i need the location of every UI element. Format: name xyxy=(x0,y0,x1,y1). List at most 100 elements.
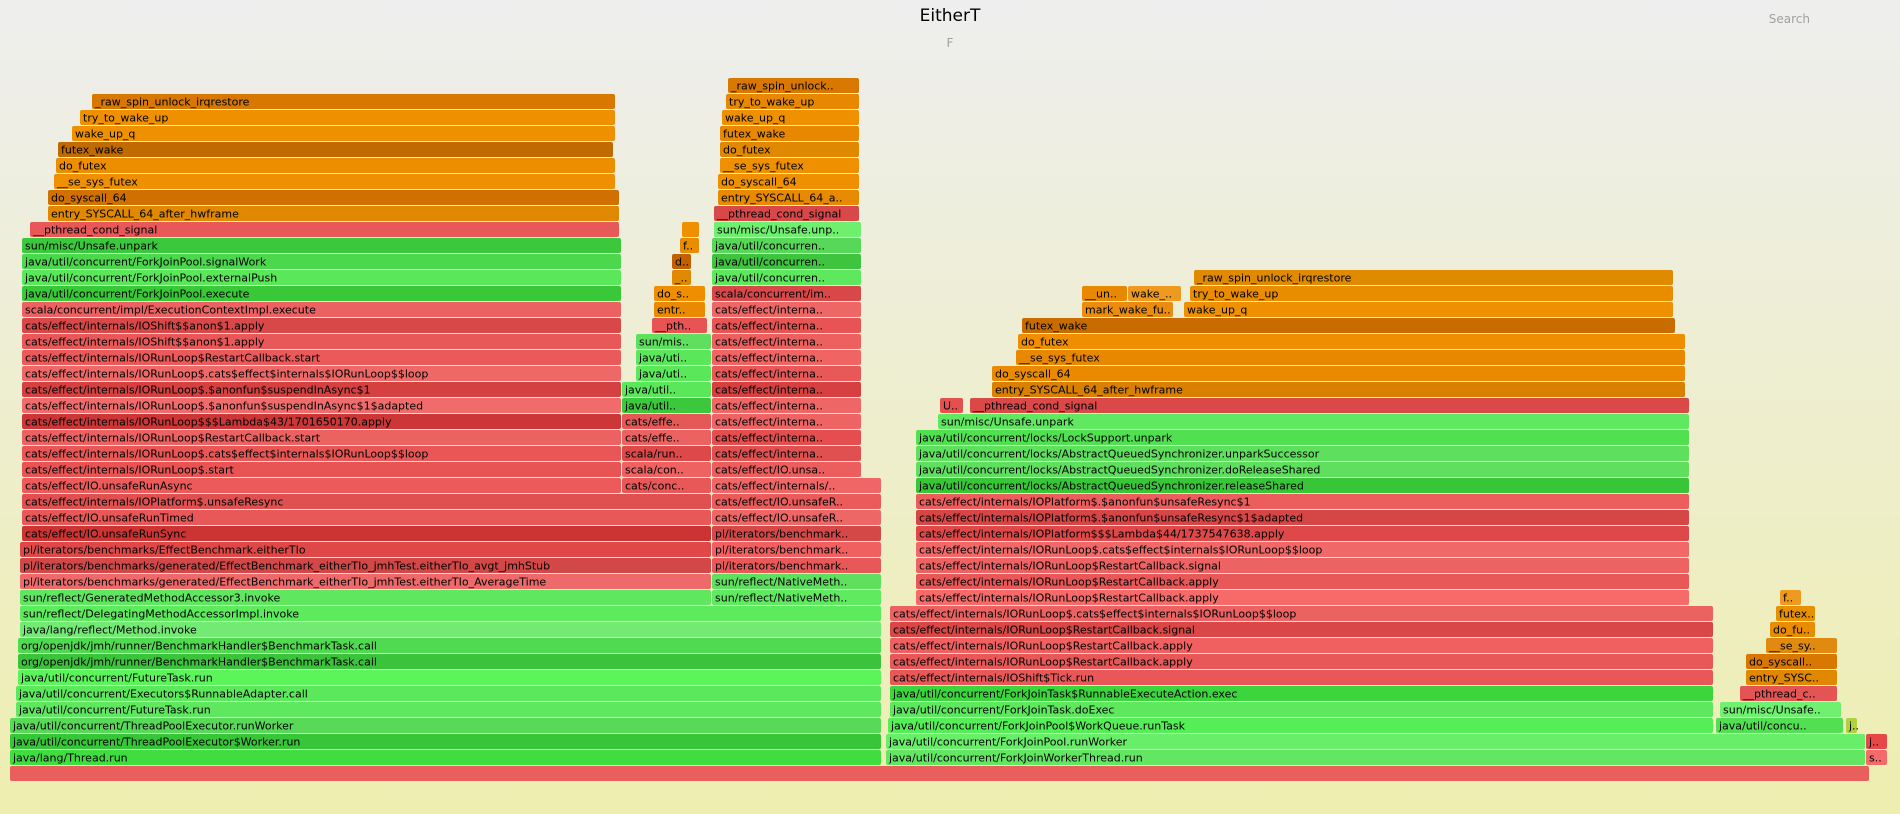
frame[interactable]: java/util/concu.. xyxy=(1716,718,1843,733)
frame-rect[interactable] xyxy=(712,462,861,477)
frame[interactable] xyxy=(682,222,699,237)
frame-rect[interactable] xyxy=(10,718,881,733)
frame[interactable]: cats/effect/interna.. xyxy=(712,382,861,397)
frame[interactable]: entry_SYSCALL_64_after_hwframe xyxy=(992,382,1685,397)
frame[interactable]: cats/effect/IO.unsafeR.. xyxy=(712,510,881,525)
frame[interactable]: try_to_wake_up xyxy=(726,94,859,109)
frame[interactable]: wake_up_q xyxy=(1184,302,1673,317)
frame-rect[interactable] xyxy=(22,398,621,413)
frame-rect[interactable] xyxy=(48,190,619,205)
frame[interactable]: sun/misc/Unsafe.unp.. xyxy=(714,222,861,237)
frame-rect[interactable] xyxy=(22,446,621,461)
frame-rect[interactable] xyxy=(916,558,1689,573)
frame-rect[interactable] xyxy=(712,238,861,253)
frame-rect[interactable] xyxy=(714,222,861,237)
frame[interactable]: scala/run.. xyxy=(622,446,711,461)
frame-rect[interactable] xyxy=(1846,718,1857,733)
frame-rect[interactable] xyxy=(720,158,859,173)
frame[interactable]: java/util/concurrent/ForkJoinPool.runWor… xyxy=(886,734,1865,749)
frame[interactable]: java/util/concurrent/ForkJoinPool$WorkQu… xyxy=(888,718,1713,733)
frame-rect[interactable] xyxy=(1194,270,1673,285)
frame[interactable]: _raw_spin_unlock.. xyxy=(728,78,859,93)
frame[interactable]: sun/reflect/GeneratedMethodAccessor3.inv… xyxy=(20,590,711,605)
frame[interactable]: pl/iterators/benchmark.. xyxy=(712,558,881,573)
frame[interactable]: java/util/concurrent/locks/AbstractQueue… xyxy=(916,462,1689,477)
frame-rect[interactable] xyxy=(712,574,881,589)
frame[interactable]: sun/misc/Unsafe.unpark xyxy=(22,238,621,253)
frame-rect[interactable] xyxy=(1740,686,1837,701)
frame-rect[interactable] xyxy=(10,734,881,749)
frame-rect[interactable] xyxy=(1866,750,1887,765)
frame-rect[interactable] xyxy=(718,174,859,189)
frame-rect[interactable] xyxy=(890,622,1713,637)
frame[interactable]: try_to_wake_up xyxy=(1190,286,1673,301)
frame-rect[interactable] xyxy=(22,286,621,301)
frame-rect[interactable] xyxy=(20,590,711,605)
frame-rect[interactable] xyxy=(654,302,705,317)
frame[interactable]: java/util/concurrent/ForkJoinPool.signal… xyxy=(22,254,621,269)
frame-rect[interactable] xyxy=(22,270,621,285)
frame-rect[interactable] xyxy=(712,318,861,333)
frame[interactable]: cats/effect/internals/IOPlatform$$$Lambd… xyxy=(916,526,1689,541)
frame-rect[interactable] xyxy=(1716,718,1843,733)
frame-rect[interactable] xyxy=(20,622,881,637)
frame[interactable]: wake_up_q xyxy=(722,110,859,125)
frame[interactable]: __se_sys_futex xyxy=(1016,350,1685,365)
frame-rect[interactable] xyxy=(652,318,707,333)
frame[interactable]: _raw_spin_unlock_irqrestore xyxy=(1194,270,1673,285)
frame-rect[interactable] xyxy=(22,302,621,317)
frame[interactable]: cats/effect/internals/IORunLoop$.cats$ef… xyxy=(22,446,621,461)
frame[interactable]: j.. xyxy=(1866,734,1887,749)
frame-rect[interactable] xyxy=(672,254,691,269)
frame[interactable]: cats/effect/interna.. xyxy=(712,366,861,381)
frame[interactable]: cats/effect/IO.unsafeRunAsync xyxy=(22,478,621,493)
frame-rect[interactable] xyxy=(1082,286,1127,301)
frame-rect[interactable] xyxy=(712,510,881,525)
frame-rect[interactable] xyxy=(1022,318,1675,333)
frame-rect[interactable] xyxy=(890,654,1713,669)
frame[interactable]: do_futex xyxy=(56,158,615,173)
frame[interactable]: cats/effect/internals/IORunLoop$$$Lambda… xyxy=(22,414,621,429)
frame[interactable]: cats/effect/internals/IOPlatform$.$anonf… xyxy=(916,494,1689,509)
frame[interactable]: sun/reflect/DelegatingMethodAccessorImpl… xyxy=(20,606,881,621)
frame-rect[interactable] xyxy=(916,542,1689,557)
frame[interactable]: java/util/concurrent/locks/AbstractQueue… xyxy=(916,446,1689,461)
frame[interactable]: java/util/concurren.. xyxy=(712,254,861,269)
frame-rect[interactable] xyxy=(890,702,1713,717)
frame[interactable]: entry_SYSCALL_64_after_hwframe xyxy=(48,206,619,221)
frame-rect[interactable] xyxy=(712,430,861,445)
frame-rect[interactable] xyxy=(10,750,881,765)
frame-rect[interactable] xyxy=(54,174,615,189)
frame-rect[interactable] xyxy=(10,766,1869,781)
frame-rect[interactable] xyxy=(886,750,1865,765)
frame-rect[interactable] xyxy=(712,350,861,365)
frame[interactable]: cats/effect/internals/IORunLoop$RestartC… xyxy=(22,350,621,365)
frame-rect[interactable] xyxy=(712,446,861,461)
frame-rect[interactable] xyxy=(30,222,619,237)
frame-rect[interactable] xyxy=(680,238,699,253)
frame-rect[interactable] xyxy=(1746,654,1837,669)
frame-rect[interactable] xyxy=(622,446,711,461)
frame[interactable]: s.. xyxy=(1866,750,1887,765)
frame-rect[interactable] xyxy=(712,494,881,509)
frame[interactable]: pl/iterators/benchmarks/EffectBenchmark.… xyxy=(20,542,711,557)
frame[interactable]: try_to_wake_up xyxy=(80,110,615,125)
frame[interactable]: cats/effect/internals/IORunLoop$.$anonfu… xyxy=(22,382,621,397)
frame[interactable]: mark_wake_fu.. xyxy=(1082,302,1173,317)
frame-rect[interactable] xyxy=(1128,286,1181,301)
frame[interactable]: cats/effect/internals/IORunLoop$RestartC… xyxy=(22,430,621,445)
frame-rect[interactable] xyxy=(712,590,881,605)
frame-rect[interactable] xyxy=(1082,302,1173,317)
frame-rect[interactable] xyxy=(916,478,1689,493)
frame[interactable]: cats/effect/internals/IORunLoop$RestartC… xyxy=(890,622,1713,637)
frame-rect[interactable] xyxy=(636,334,711,349)
frame-rect[interactable] xyxy=(636,350,711,365)
frame[interactable]: do_syscall.. xyxy=(1746,654,1837,669)
frame-rect[interactable] xyxy=(712,286,861,301)
frame-rect[interactable] xyxy=(16,702,881,717)
frame[interactable]: __pthread_cond_signal xyxy=(970,398,1689,413)
frame[interactable]: cats/effect/internals/IORunLoop$.cats$ef… xyxy=(890,606,1713,621)
frame-rect[interactable] xyxy=(916,462,1689,477)
frame-rect[interactable] xyxy=(890,638,1713,653)
frame[interactable]: cats/effect/IO.unsafeR.. xyxy=(712,494,881,509)
